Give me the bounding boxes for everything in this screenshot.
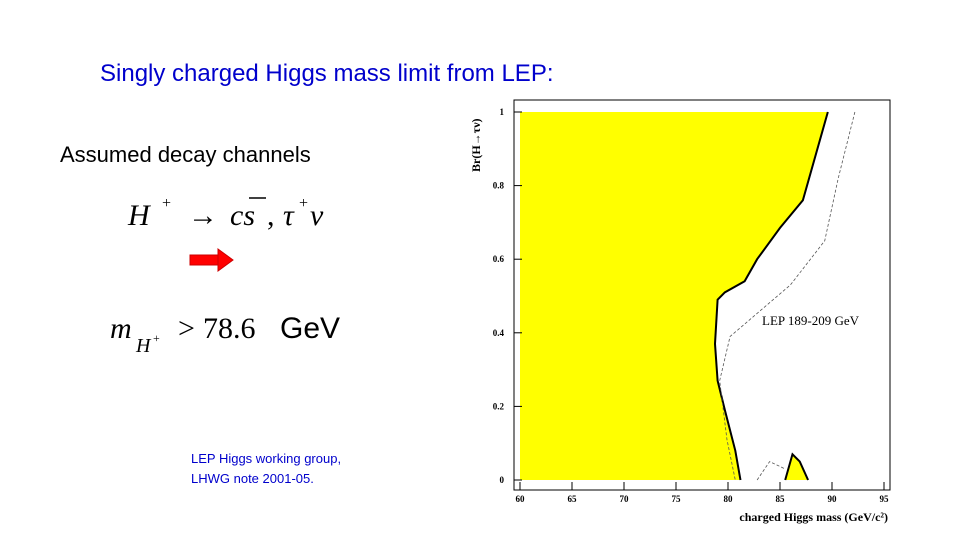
- subscript: H: [135, 335, 152, 357]
- unit: GeV: [280, 312, 340, 345]
- x-tick-label: 95: [880, 494, 890, 504]
- arrow: →: [188, 199, 218, 232]
- plot: 0 0.2 0.4 0.6 0.8 1 60 65 70 75 80 85 90 95 LEP 189-20…: [469, 99, 891, 524]
- particle: H: [127, 199, 152, 232]
- boundary-line: [719, 111, 856, 481]
- x-axis-title: charged Higgs mass (GeV/c²): [739, 510, 888, 524]
- red-arrow: [189, 248, 234, 272]
- charge: +: [162, 195, 171, 212]
- y-axis-title: Br(H→τν): [469, 118, 483, 172]
- x-tick-label: 75: [672, 494, 682, 504]
- boundary-line: [784, 452, 809, 481]
- neutrino: ν: [310, 199, 324, 232]
- arrow-head: [217, 248, 234, 272]
- x-tick-label: 80: [724, 494, 734, 504]
- lepton: τ: [283, 199, 295, 232]
- slide-title: Singly charged Higgs mass limit from LEP…: [100, 60, 554, 87]
- separator: ,: [267, 199, 275, 232]
- symbol: m: [110, 312, 132, 345]
- x-tick-label: 70: [620, 494, 630, 504]
- y-tick-label: 0.8: [493, 181, 505, 191]
- subtitle: Assumed decay channels: [60, 142, 311, 167]
- y-tick-label: 1: [500, 107, 505, 117]
- boundary-line: [756, 461, 786, 481]
- plot-frame: [513, 99, 891, 491]
- relation: >: [178, 312, 195, 345]
- quarks: cs: [230, 199, 255, 232]
- x-tick-label: 90: [828, 494, 838, 504]
- x-tick-label: 65: [568, 494, 578, 504]
- arrow-shaft: [189, 254, 221, 266]
- x-tick-label: 85: [776, 494, 786, 504]
- y-tick-label: 0: [500, 475, 505, 485]
- citation: LHWG note 2001-05.: [191, 471, 314, 486]
- mass-limit: m H + > 78.6 GeV: [110, 312, 340, 357]
- x-tick-label: 60: [516, 494, 526, 504]
- boundary-line: [713, 111, 829, 481]
- sub-charge: +: [153, 331, 160, 345]
- y-tick-label: 0.4: [493, 328, 505, 338]
- citation: LEP Higgs working group,: [191, 451, 341, 466]
- excluded-region: [520, 112, 828, 480]
- y-tick-label: 0.6: [493, 254, 505, 264]
- limit-value: 78.6: [203, 312, 256, 345]
- annotation: LEP 189-209 GeV: [762, 313, 860, 328]
- y-tick-label: 0.2: [493, 401, 505, 411]
- lepton-charge: +: [299, 195, 308, 212]
- decay-formula: H + → cs , τ + ν: [127, 195, 324, 232]
